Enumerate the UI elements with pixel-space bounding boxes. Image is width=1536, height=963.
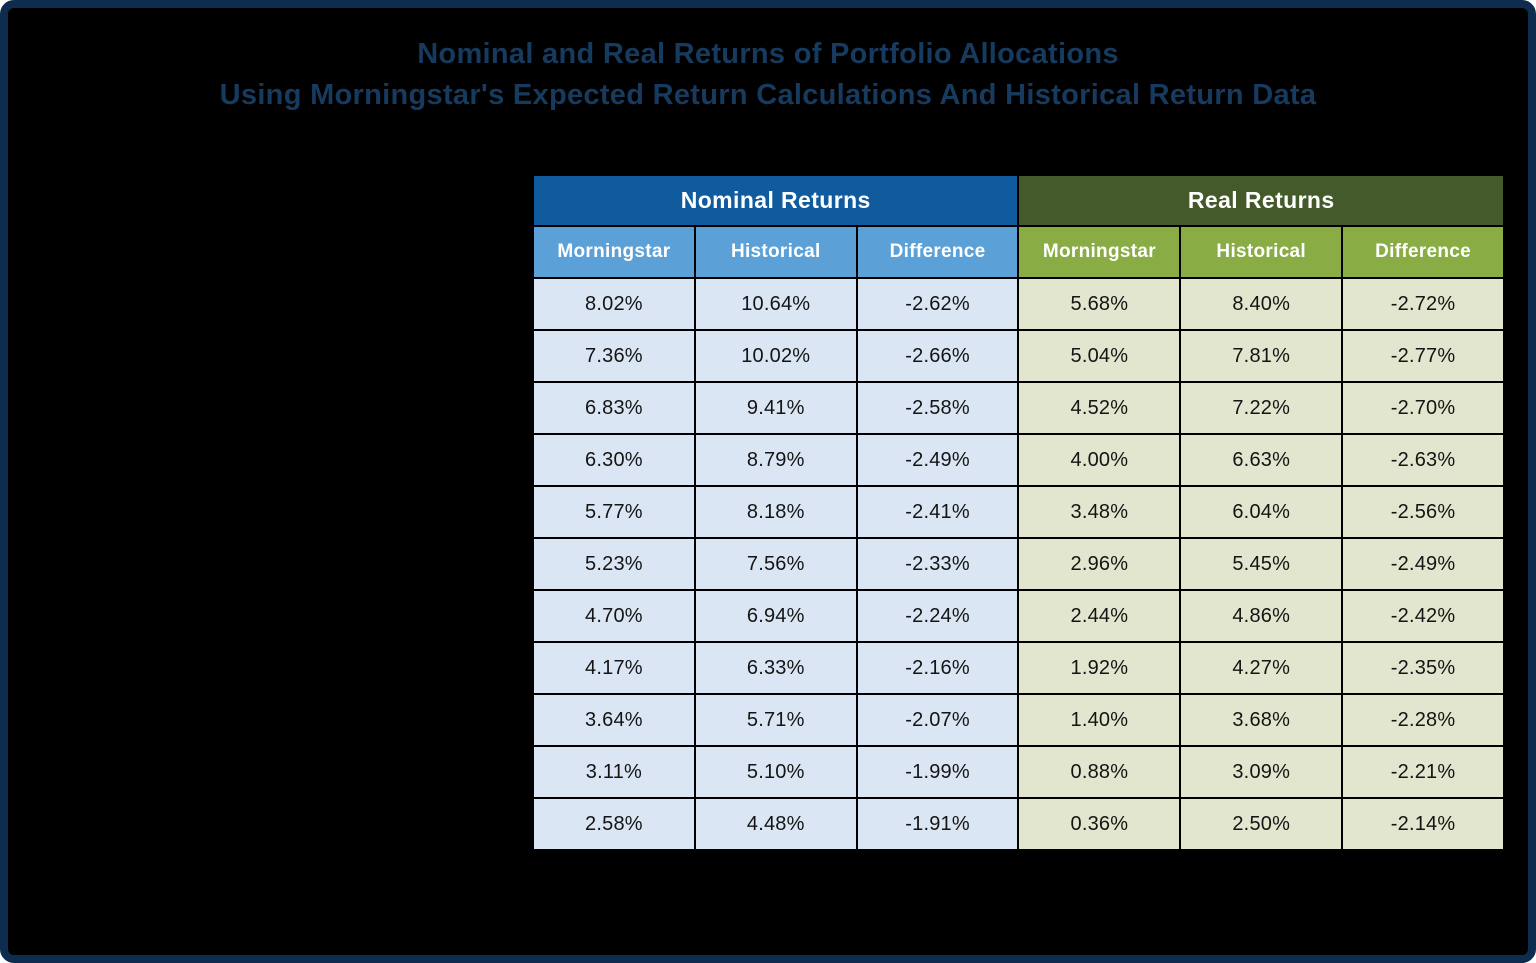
- table-cell: 5.77%: [532, 485, 696, 539]
- table-row: 2.58% 4.48% -1.91% 0.36% 2.50% -2.14%: [532, 797, 1505, 851]
- table-cell: -2.07%: [855, 693, 1020, 747]
- table-cell: 7.81%: [1179, 329, 1344, 383]
- table-cell: 2.96%: [1017, 537, 1182, 591]
- table-cell: 8.18%: [693, 485, 858, 539]
- table-cell: -2.42%: [1341, 589, 1505, 643]
- table-row: 3.64% 5.71% -2.07% 1.40% 3.68% -2.28%: [532, 693, 1505, 747]
- column-header-nominal-difference: Difference: [855, 225, 1020, 279]
- table-cell: -2.49%: [1341, 537, 1505, 591]
- real-returns-group-header: Real Returns: [1017, 174, 1505, 227]
- table-cell: -2.56%: [1341, 485, 1505, 539]
- table-cell: 3.68%: [1179, 693, 1344, 747]
- table-cell: 8.79%: [693, 433, 858, 487]
- table-cell: 4.17%: [532, 641, 696, 695]
- table-cell: -2.72%: [1341, 277, 1505, 331]
- table-cell: 6.04%: [1179, 485, 1344, 539]
- table-cell: 8.40%: [1179, 277, 1344, 331]
- table-cell: 4.70%: [532, 589, 696, 643]
- table-cell: -2.35%: [1341, 641, 1505, 695]
- sub-header-row: Morningstar Historical Difference Morningst…: [532, 225, 1505, 279]
- table-row: 6.30% 8.79% -2.49% 4.00% 6.63% -2.63%: [532, 433, 1505, 487]
- table-cell: 6.30%: [532, 433, 696, 487]
- table-cell: 7.56%: [693, 537, 858, 591]
- table-cell: -2.16%: [855, 641, 1020, 695]
- table-cell: 3.09%: [1179, 745, 1344, 799]
- table-cell: 5.23%: [532, 537, 696, 591]
- table-cell: 6.94%: [693, 589, 858, 643]
- table-cell: 3.11%: [532, 745, 696, 799]
- table-row: 4.70% 6.94% -2.24% 2.44% 4.86% -2.42%: [532, 589, 1505, 643]
- table-cell: 4.86%: [1179, 589, 1344, 643]
- table-cell: 6.63%: [1179, 433, 1344, 487]
- table-cell: 0.88%: [1017, 745, 1182, 799]
- table-cell: -2.63%: [1341, 433, 1505, 487]
- returns-table-body: 8.02% 10.64% -2.62% 5.68% 8.40% -2.72% 7.36% 10…: [532, 277, 1505, 851]
- table-cell: -2.70%: [1341, 381, 1505, 435]
- table-cell: 7.36%: [532, 329, 696, 383]
- table-row: 7.36% 10.02% -2.66% 5.04% 7.81% -2.77%: [532, 329, 1505, 383]
- table-cell: 2.50%: [1179, 797, 1344, 851]
- nominal-returns-group-header: Nominal Returns: [531, 174, 1020, 227]
- column-header-real-historical: Historical: [1179, 225, 1344, 279]
- table-cell: 0.36%: [1017, 797, 1182, 851]
- table-cell: 10.02%: [693, 329, 858, 383]
- table-cell: 5.71%: [693, 693, 858, 747]
- table-cell: 4.00%: [1017, 433, 1182, 487]
- table-cell: 5.45%: [1179, 537, 1344, 591]
- table-cell: 3.64%: [532, 693, 696, 747]
- table-cell: 4.48%: [693, 797, 858, 851]
- table-cell: 4.27%: [1179, 641, 1344, 695]
- table-cell: 3.48%: [1017, 485, 1182, 539]
- group-header-row: Nominal Returns Real Returns: [531, 174, 1505, 227]
- table-row: 6.83% 9.41% -2.58% 4.52% 7.22% -2.70%: [532, 381, 1505, 435]
- table-cell: -2.41%: [855, 485, 1020, 539]
- table-cell: -2.66%: [855, 329, 1020, 383]
- table-cell: 5.10%: [693, 745, 858, 799]
- table-cell: 8.02%: [532, 277, 696, 331]
- table-cell: -2.21%: [1341, 745, 1505, 799]
- table-cell: 6.83%: [532, 381, 696, 435]
- table-cell: 2.58%: [532, 797, 696, 851]
- table-row: 4.17% 6.33% -2.16% 1.92% 4.27% -2.35%: [532, 641, 1505, 695]
- title-line-2: Using Morningstar's Expected Return Calc…: [219, 79, 1317, 111]
- table-cell: 7.22%: [1179, 381, 1344, 435]
- column-header-real-difference: Difference: [1341, 225, 1505, 279]
- column-header-nominal-morningstar: Morningstar: [532, 225, 696, 279]
- table-cell: 2.44%: [1017, 589, 1182, 643]
- title-line-1: Nominal and Real Returns of Portfolio Al…: [417, 38, 1119, 70]
- table-cell: 5.68%: [1017, 277, 1182, 331]
- table-cell: -2.33%: [855, 537, 1020, 591]
- column-header-nominal-historical: Historical: [693, 225, 858, 279]
- table-cell: -2.24%: [855, 589, 1020, 643]
- table-cell: -2.49%: [855, 433, 1020, 487]
- table-cell: -2.58%: [855, 381, 1020, 435]
- table-cell: 9.41%: [693, 381, 858, 435]
- table-cell: 1.92%: [1017, 641, 1182, 695]
- table-cell: 5.04%: [1017, 329, 1182, 383]
- table-cell: -2.28%: [1341, 693, 1505, 747]
- table-row: 8.02% 10.64% -2.62% 5.68% 8.40% -2.72%: [532, 277, 1505, 331]
- table-cell: 1.40%: [1017, 693, 1182, 747]
- column-header-real-morningstar: Morningstar: [1017, 225, 1182, 279]
- table-row: 5.23% 7.56% -2.33% 2.96% 5.45% -2.49%: [532, 537, 1505, 591]
- table-cell: -2.14%: [1341, 797, 1505, 851]
- table-cell: 10.64%: [693, 277, 858, 331]
- page-title: Nominal and Real Returns of Portfolio Al…: [8, 34, 1528, 116]
- table-cell: -2.62%: [855, 277, 1020, 331]
- returns-table-wrap: Nominal Returns Real Returns Morningstar…: [531, 174, 1505, 851]
- table-cell: -2.77%: [1341, 329, 1505, 383]
- table-cell: 6.33%: [693, 641, 858, 695]
- table-row: 3.11% 5.10% -1.99% 0.88% 3.09% -2.21%: [532, 745, 1505, 799]
- returns-table: Nominal Returns Real Returns Morningstar…: [531, 174, 1505, 851]
- table-cell: -1.99%: [855, 745, 1020, 799]
- table-cell: -1.91%: [855, 797, 1020, 851]
- table-cell: 4.52%: [1017, 381, 1182, 435]
- table-row: 5.77% 8.18% -2.41% 3.48% 6.04% -2.56%: [532, 485, 1505, 539]
